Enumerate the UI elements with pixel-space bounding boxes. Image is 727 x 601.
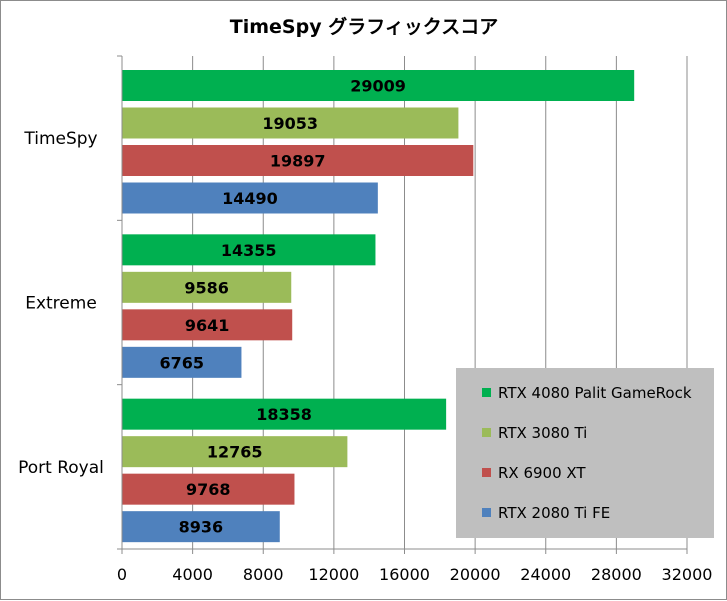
bars: 29009 19053 19897 14490 14355 9586 9641 6765 183… bbox=[122, 70, 635, 543]
data-label: 19053 bbox=[262, 114, 318, 133]
bar bbox=[122, 346, 242, 378]
x-tick-label: 20000 bbox=[450, 565, 501, 584]
bar bbox=[122, 182, 378, 214]
data-label: 14490 bbox=[222, 189, 278, 208]
data-label: 9641 bbox=[185, 316, 230, 335]
category-label: TimeSpy bbox=[23, 129, 97, 149]
data-label: 8936 bbox=[179, 518, 224, 537]
x-tick-label: 8000 bbox=[243, 565, 284, 584]
data-label: 18358 bbox=[256, 405, 312, 424]
bar bbox=[122, 436, 348, 468]
data-label: 29009 bbox=[350, 77, 406, 96]
bar bbox=[122, 107, 459, 139]
chart-title: TimeSpy グラフィックスコア bbox=[230, 15, 499, 38]
legend-box bbox=[456, 368, 714, 538]
x-tick-label: 32000 bbox=[662, 565, 713, 584]
category-label: Extreme bbox=[25, 294, 97, 314]
legend-swatch bbox=[482, 428, 491, 437]
legend-label: RTX 4080 Palit GameRock bbox=[498, 384, 692, 402]
data-label: 14355 bbox=[221, 241, 277, 260]
legend-label: RTX 3080 Ti bbox=[498, 424, 587, 442]
data-label: 6765 bbox=[159, 353, 204, 372]
data-label: 9768 bbox=[186, 480, 231, 499]
bar bbox=[122, 234, 376, 266]
legend-label: RTX 2080 Ti FE bbox=[498, 504, 610, 522]
bar bbox=[122, 271, 292, 303]
x-tick-label: 16000 bbox=[379, 565, 430, 584]
data-label: 12765 bbox=[207, 443, 263, 462]
x-tick-label: 0 bbox=[117, 565, 127, 584]
bar bbox=[122, 309, 293, 341]
legend-swatch bbox=[482, 468, 491, 477]
category-label: Port Royal bbox=[18, 458, 104, 478]
bar bbox=[122, 398, 447, 430]
x-tick-label: 4000 bbox=[172, 565, 213, 584]
axes: 0 4000 8000 12000 16000 20000 24000 28000 32000 T… bbox=[18, 55, 713, 584]
legend: RTX 4080 Palit GameRock RTX 3080 Ti RX 690… bbox=[456, 368, 714, 538]
x-tick-label: 12000 bbox=[308, 565, 359, 584]
x-tick-label: 24000 bbox=[520, 565, 571, 584]
bar bbox=[122, 473, 295, 505]
data-label: 19897 bbox=[270, 152, 326, 171]
x-tick-label: 28000 bbox=[591, 565, 642, 584]
legend-swatch bbox=[482, 388, 491, 397]
bar bbox=[122, 511, 280, 543]
data-label: 9586 bbox=[184, 278, 229, 297]
legend-swatch bbox=[482, 508, 491, 517]
legend-label: RX 6900 XT bbox=[498, 464, 586, 482]
bar bbox=[122, 70, 635, 101]
bar bbox=[122, 145, 474, 176]
